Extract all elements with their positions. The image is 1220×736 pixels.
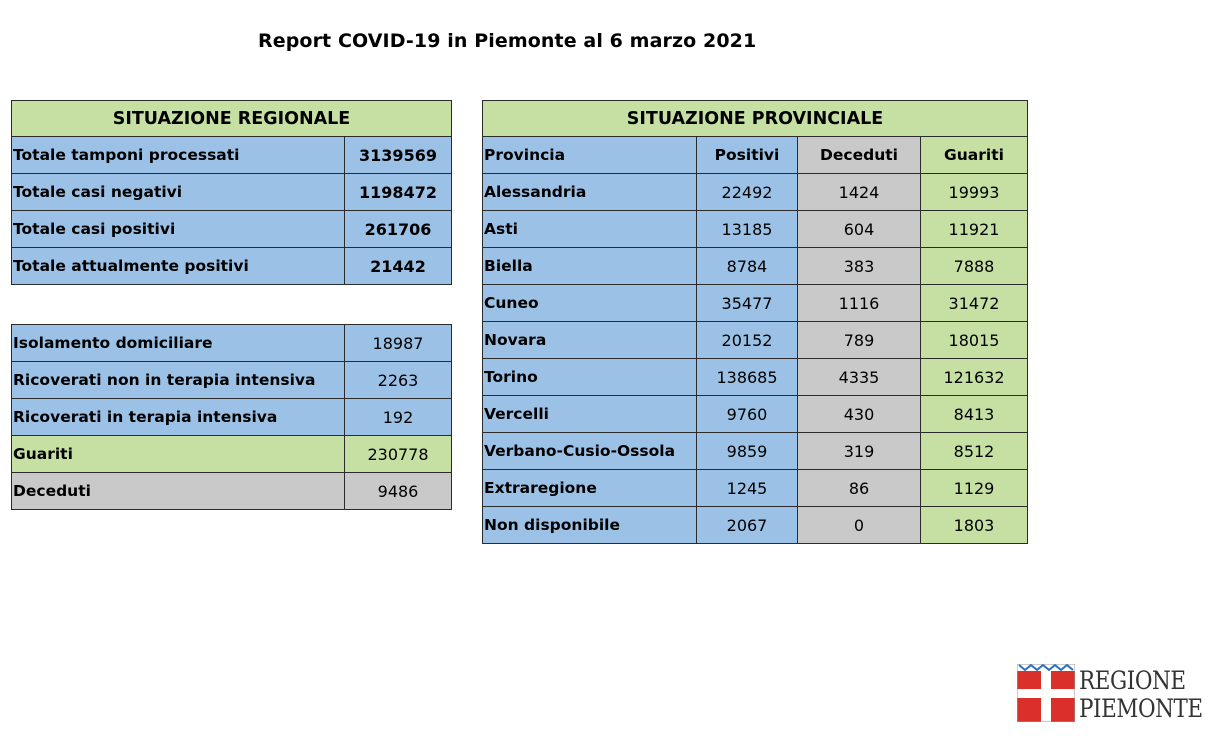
cell-provincia: Extraregione [482,469,697,507]
cell-guariti: 8512 [920,432,1028,470]
cell-provincia: Biella [482,247,697,285]
row-value: 3139569 [344,136,452,174]
row-value: 192 [344,398,452,436]
cell-guariti: 18015 [920,321,1028,359]
table-row: Totale casi positivi 261706 [11,210,452,248]
cell-guariti: 31472 [920,284,1028,322]
logo-text-line1: REGIONE [1079,666,1186,695]
cell-deceduti: 430 [797,395,921,433]
table-row: Alessandria 22492 1424 19993 [482,173,1028,211]
row-label: Guariti [11,435,345,473]
table-row: Biella 8784 383 7888 [482,247,1028,285]
table-row: Ricoverati in terapia intensiva 192 [11,398,452,436]
table-row: Extraregione 1245 86 1129 [482,469,1028,507]
table-row: Totale tamponi processati 3139569 [11,136,452,174]
cell-guariti: 7888 [920,247,1028,285]
row-value: 18987 [344,324,452,362]
table-row: Ricoverati non in terapia intensiva 2263 [11,361,452,399]
table-row: Vercelli 9760 430 8413 [482,395,1028,433]
cell-provincia: Non disponibile [482,506,697,544]
cell-deceduti: 1424 [797,173,921,211]
row-label: Isolamento domiciliare [11,324,345,362]
table-row: Totale casi negativi 1198472 [11,173,452,211]
cell-positivi: 8784 [696,247,798,285]
row-label: Ricoverati non in terapia intensiva [11,361,345,399]
row-value: 1198472 [344,173,452,211]
row-label: Deceduti [11,472,345,510]
column-header-guariti: Guariti [920,136,1028,174]
cell-deceduti: 1116 [797,284,921,322]
row-value: 230778 [344,435,452,473]
row-label: Ricoverati in terapia intensiva [11,398,345,436]
table-row: Torino 138685 4335 121632 [482,358,1028,396]
cell-deceduti: 319 [797,432,921,470]
cell-guariti: 1803 [920,506,1028,544]
cell-deceduti: 789 [797,321,921,359]
regional-header: SITUAZIONE REGIONALE [11,100,452,137]
table-row: Non disponibile 2067 0 1803 [482,506,1028,544]
cell-provincia: Novara [482,321,697,359]
cell-deceduti: 86 [797,469,921,507]
provincial-header: SITUAZIONE PROVINCIALE [482,100,1028,137]
provincial-table: SITUAZIONE PROVINCIALE Provincia Positiv… [482,100,1028,544]
table-row: Verbano-Cusio-Ossola 9859 319 8512 [482,432,1028,470]
cell-positivi: 138685 [696,358,798,396]
cell-guariti: 8413 [920,395,1028,433]
cell-provincia: Alessandria [482,173,697,211]
cell-guariti: 19993 [920,173,1028,211]
cell-provincia: Asti [482,210,697,248]
cell-positivi: 2067 [696,506,798,544]
column-header-deceduti: Deceduti [797,136,921,174]
column-header-provincia: Provincia [482,136,697,174]
table-row: Novara 20152 789 18015 [482,321,1028,359]
table-row: Asti 13185 604 11921 [482,210,1028,248]
table-row: Deceduti 9486 [11,472,452,510]
table-row: Totale attualmente positivi 21442 [11,247,452,285]
cell-guariti: 121632 [920,358,1028,396]
row-value: 2263 [344,361,452,399]
row-label: Totale casi positivi [11,210,345,248]
cell-positivi: 22492 [696,173,798,211]
cell-positivi: 9760 [696,395,798,433]
piemonte-coat-of-arms-icon [1017,664,1075,722]
cell-positivi: 13185 [696,210,798,248]
cell-deceduti: 383 [797,247,921,285]
cell-positivi: 35477 [696,284,798,322]
row-label: Totale casi negativi [11,173,345,211]
cell-guariti: 11921 [920,210,1028,248]
row-value: 261706 [344,210,452,248]
cell-positivi: 20152 [696,321,798,359]
page-title: Report COVID-19 in Piemonte al 6 marzo 2… [258,30,757,52]
logo-text-line2: PIEMONTE [1079,694,1203,723]
cell-provincia: Cuneo [482,284,697,322]
row-value: 9486 [344,472,452,510]
cell-deceduti: 604 [797,210,921,248]
table-row: Guariti 230778 [11,435,452,473]
table-row: Isolamento domiciliare 18987 [11,324,452,362]
column-header-row: Provincia Positivi Deceduti Guariti [482,136,1028,174]
row-value: 21442 [344,247,452,285]
row-label: Totale attualmente positivi [11,247,345,285]
cell-provincia: Verbano-Cusio-Ossola [482,432,697,470]
cell-deceduti: 4335 [797,358,921,396]
regional-detail-table: Isolamento domiciliare 18987 Ricoverati … [11,324,452,510]
column-header-positivi: Positivi [696,136,798,174]
regione-piemonte-logo: REGIONE PIEMONTE [1017,664,1207,724]
regional-summary-table: SITUAZIONE REGIONALE Totale tamponi proc… [11,100,452,285]
cell-guariti: 1129 [920,469,1028,507]
cell-positivi: 1245 [696,469,798,507]
row-label: Totale tamponi processati [11,136,345,174]
table-row: Cuneo 35477 1116 31472 [482,284,1028,322]
cell-deceduti: 0 [797,506,921,544]
cell-positivi: 9859 [696,432,798,470]
cell-provincia: Vercelli [482,395,697,433]
cell-provincia: Torino [482,358,697,396]
